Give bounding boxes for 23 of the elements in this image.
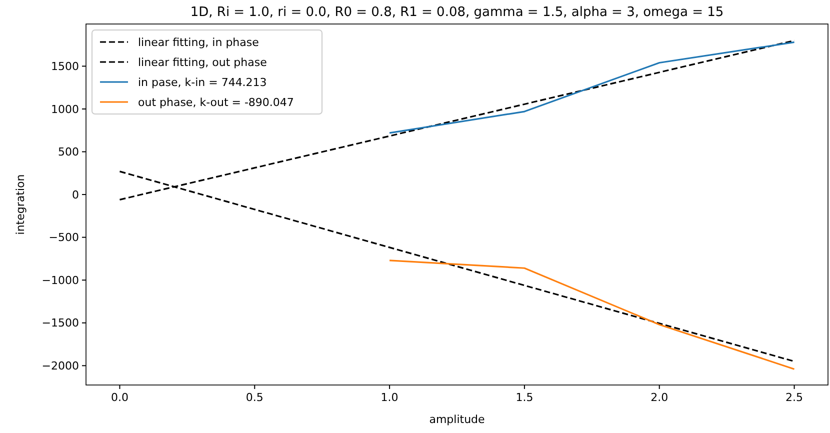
x-tick-label: 2.5 — [786, 391, 804, 404]
x-axis-title: amplitude — [429, 413, 486, 426]
y-tick-label: 1000 — [51, 102, 79, 116]
legend-label: linear fitting, in phase — [138, 36, 260, 49]
y-axis-title: integration — [14, 174, 27, 235]
y-tick-label: −1500 — [42, 316, 79, 330]
legend-label: in pase, k-in = 744.213 — [138, 76, 267, 89]
x-tick-label: 2.0 — [650, 391, 668, 404]
line-series — [388, 260, 796, 370]
y-tick-label: −1000 — [42, 274, 79, 287]
y-tick-label: −2000 — [42, 360, 79, 373]
y-tick-label: 500 — [58, 146, 79, 159]
chart-title: 1D, Ri = 1.0, ri = 0.0, R0 = 0.8, R1 = 0.08, gamma = 1.5, alpha = 3, omega = 15 — [190, 5, 724, 20]
y-tick-label: −500 — [48, 231, 79, 244]
line-series — [388, 41, 796, 134]
legend-label: out phase, k-out = -890.047 — [138, 96, 294, 109]
x-tick-label: 1.0 — [380, 391, 398, 404]
y-tick-label: 1500 — [51, 60, 79, 74]
x-tick-label: 0.0 — [110, 391, 128, 404]
x-tick-label: 0.5 — [246, 391, 264, 404]
legend-label: linear fitting, out phase — [138, 56, 268, 69]
y-tick-label: 0 — [72, 188, 79, 202]
x-tick-label: 1.5 — [516, 391, 534, 404]
